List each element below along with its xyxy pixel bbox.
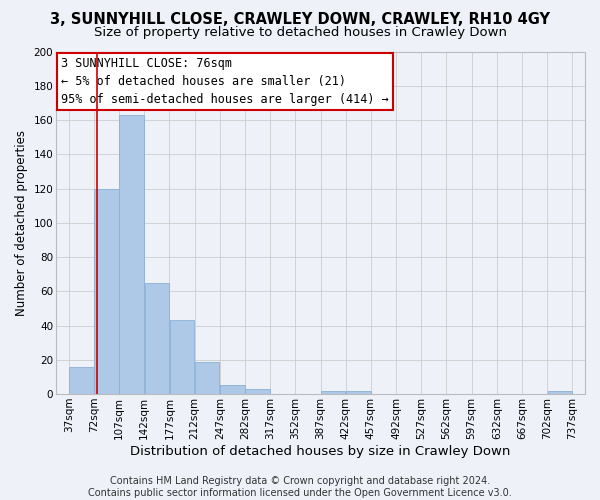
Bar [195, 362, 220, 394]
X-axis label: Distribution of detached houses by size in Crawley Down: Distribution of detached houses by size … [130, 444, 511, 458]
Bar [145, 282, 169, 394]
Bar [220, 386, 245, 394]
Bar [321, 390, 346, 394]
Bar [548, 390, 572, 394]
Text: 3, SUNNYHILL CLOSE, CRAWLEY DOWN, CRAWLEY, RH10 4GY: 3, SUNNYHILL CLOSE, CRAWLEY DOWN, CRAWLE… [50, 12, 550, 28]
Y-axis label: Number of detached properties: Number of detached properties [15, 130, 28, 316]
Bar [94, 188, 119, 394]
Bar [170, 320, 194, 394]
Bar [69, 366, 94, 394]
Bar [245, 389, 270, 394]
Bar [346, 390, 371, 394]
Bar [119, 115, 144, 394]
Text: 3 SUNNYHILL CLOSE: 76sqm
← 5% of detached houses are smaller (21)
95% of semi-de: 3 SUNNYHILL CLOSE: 76sqm ← 5% of detache… [61, 56, 389, 106]
Text: Size of property relative to detached houses in Crawley Down: Size of property relative to detached ho… [94, 26, 506, 39]
Text: Contains HM Land Registry data © Crown copyright and database right 2024.
Contai: Contains HM Land Registry data © Crown c… [88, 476, 512, 498]
